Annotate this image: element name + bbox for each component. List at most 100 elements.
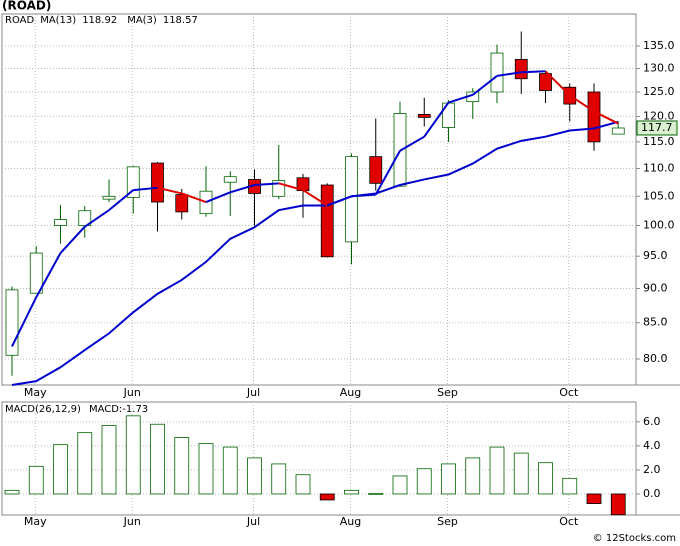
macd-bar bbox=[53, 444, 68, 495]
ma-segment bbox=[278, 182, 304, 192]
ma-segment bbox=[374, 150, 401, 196]
candle-body bbox=[223, 176, 237, 183]
candle-body bbox=[417, 114, 431, 118]
macd-bar bbox=[222, 446, 238, 495]
last-price-label: 117.7 bbox=[641, 121, 673, 134]
y-tick-label: 0.0 bbox=[643, 487, 661, 500]
ma-segment bbox=[448, 93, 474, 104]
x-tick-label: Aug bbox=[340, 386, 361, 399]
candle-body bbox=[587, 91, 601, 143]
ma-segment bbox=[569, 94, 595, 113]
legend-name: ROAD bbox=[5, 15, 34, 26]
macd-bar bbox=[441, 463, 456, 495]
x-tick-label: May bbox=[24, 515, 47, 528]
candle-body bbox=[611, 127, 625, 135]
y-tick-label: 6.0 bbox=[643, 415, 661, 428]
macd-bar bbox=[247, 457, 262, 495]
candle-body bbox=[442, 102, 455, 128]
ma-segment bbox=[254, 182, 279, 187]
candle-body bbox=[345, 156, 358, 243]
macd-bar bbox=[150, 423, 165, 495]
legend-name: MA(13) bbox=[40, 15, 76, 26]
y-tick-label: 90.0 bbox=[643, 282, 668, 295]
y-tick-label: 120.0 bbox=[643, 109, 675, 122]
candle-body bbox=[151, 162, 164, 203]
candle-body bbox=[369, 156, 383, 184]
x-tick-label: Jun bbox=[123, 386, 141, 399]
candle-body bbox=[54, 219, 67, 226]
macd-bar bbox=[77, 432, 93, 495]
macd-bar bbox=[392, 475, 408, 495]
ma-segment bbox=[544, 70, 571, 97]
macd-bar bbox=[4, 489, 20, 495]
x-tick-label: Oct bbox=[559, 515, 579, 528]
y-tick-label: 4.0 bbox=[643, 439, 661, 452]
ma-segment bbox=[157, 186, 182, 195]
ma-segment bbox=[423, 102, 450, 138]
macd-bar bbox=[489, 446, 505, 495]
ma-segment bbox=[399, 135, 425, 152]
macd-bar bbox=[28, 465, 44, 495]
macd-bar bbox=[295, 474, 311, 495]
macd-bar bbox=[416, 468, 432, 495]
y-tick-label: 2.0 bbox=[643, 463, 661, 476]
y-tick-label: 85.0 bbox=[643, 316, 668, 329]
legend-name: MA(3) bbox=[127, 15, 157, 26]
candle-body bbox=[175, 194, 189, 213]
candle-body bbox=[514, 58, 528, 80]
y-tick-label: 110.0 bbox=[643, 161, 675, 174]
y-tick-label: 95.0 bbox=[643, 249, 668, 262]
x-tick-label: Jul bbox=[246, 515, 260, 528]
ma-segment bbox=[108, 189, 134, 211]
macd-bar bbox=[271, 463, 287, 495]
candle-body bbox=[102, 195, 116, 200]
y-tick-label: 100.0 bbox=[643, 218, 675, 231]
footer: © 12Stocks.com bbox=[593, 533, 676, 544]
legend-value: MACD:-1.73 bbox=[89, 404, 148, 415]
ma-segment bbox=[59, 226, 86, 254]
macd-bar bbox=[368, 492, 384, 495]
x-tick-label: Jun bbox=[123, 515, 141, 528]
x-tick-label: Aug bbox=[340, 515, 361, 528]
macd-bar bbox=[465, 457, 481, 495]
chart-title: (ROAD) bbox=[2, 0, 51, 13]
ma-segment bbox=[133, 186, 158, 192]
ma-line bbox=[11, 120, 619, 386]
ma-segment bbox=[521, 70, 546, 74]
ma-segment bbox=[496, 71, 522, 77]
candle-body bbox=[199, 190, 213, 215]
x-tick-label: Oct bbox=[559, 386, 579, 399]
macd-bar bbox=[174, 437, 190, 495]
candle-body bbox=[320, 184, 334, 258]
y-tick-label: 125.0 bbox=[643, 85, 675, 98]
macd-bar bbox=[586, 493, 602, 504]
y-tick-label: 80.0 bbox=[643, 352, 668, 365]
ma-segment bbox=[84, 209, 110, 228]
last-price-box bbox=[636, 120, 678, 136]
ma-segment bbox=[181, 192, 207, 203]
ma-segment bbox=[326, 195, 352, 207]
macd-bar bbox=[198, 443, 214, 495]
y-tick-label: 115.0 bbox=[643, 135, 675, 148]
x-tick-label: Jul bbox=[246, 386, 260, 399]
macd-bar bbox=[125, 415, 141, 495]
ma-segment bbox=[229, 184, 255, 194]
ma-segment bbox=[472, 75, 498, 96]
y-tick-label: 130.0 bbox=[643, 62, 675, 75]
ma-segment bbox=[302, 189, 328, 207]
x-tick-label: Sep bbox=[437, 515, 458, 528]
macd-bar bbox=[538, 462, 553, 495]
candle-body bbox=[490, 52, 504, 93]
macd-bar bbox=[344, 489, 359, 495]
candle-body bbox=[29, 252, 43, 294]
macd-bar bbox=[562, 477, 578, 495]
x-tick-label: May bbox=[24, 386, 47, 399]
macd-bar bbox=[513, 452, 529, 495]
macd-bar bbox=[101, 425, 117, 495]
y-tick-label: 105.0 bbox=[643, 189, 675, 202]
ma-segment bbox=[351, 193, 376, 198]
macd-bar bbox=[319, 493, 335, 501]
panel-title: MACD(26,12,9) bbox=[5, 404, 81, 415]
